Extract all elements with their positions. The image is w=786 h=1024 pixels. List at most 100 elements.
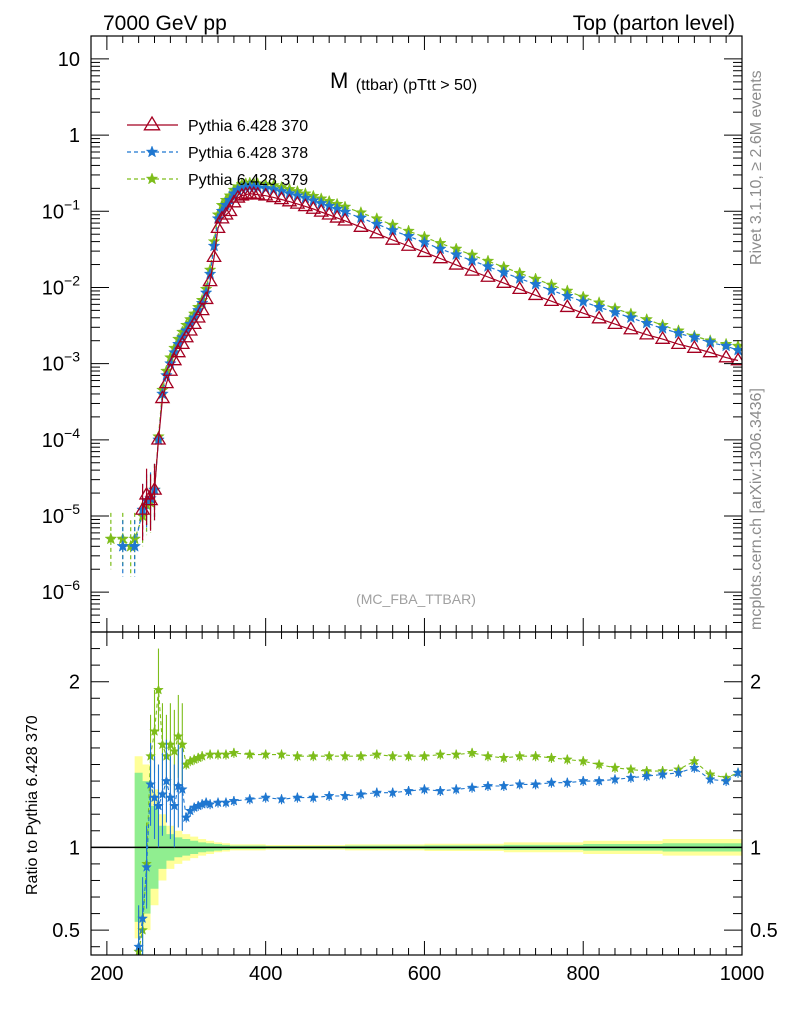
marker-triangle [186,315,202,329]
marker-triangle [210,219,226,234]
x-tick-label: 600 [408,963,441,985]
y-tick-base: 10 [42,277,64,299]
marker-triangle [166,352,183,366]
ratio-marker [323,790,335,801]
marker-star [560,289,574,302]
y-tick-base: 10 [42,201,64,223]
marker-triangle [496,274,512,288]
ratio-marker [196,750,208,761]
ratio-marker [228,795,240,806]
ratio-marker [434,785,446,796]
marker-triangle [432,250,449,264]
marker-star [672,326,685,339]
y-tick-base: 10 [42,430,64,452]
marker-triangle [638,326,655,340]
marker-triangle [226,194,242,208]
marker-star [116,539,130,552]
ratio-ylabel: Ratio to Pythia 6.428 370 [24,715,41,895]
marker-triangle [654,330,671,344]
y-tick-label: 10−5 [42,501,80,528]
ratio-plot-content [91,648,742,955]
legend-marker [145,145,159,158]
ratio-marker [530,750,541,761]
marker-triangle [206,248,222,262]
ratio-marker [450,783,462,794]
ratio-marker [498,780,510,791]
marker-triangle [297,198,314,212]
marker-triangle [150,431,167,445]
y-tick-label: 10−4 [42,425,80,452]
ratio-marker [220,748,232,760]
marker-triangle [178,329,195,343]
ratio-tick-label: 1 [69,837,80,859]
ratio-marker [577,755,589,766]
ratio-marker [482,780,494,791]
legend-marker [143,115,161,131]
mcplots-label: mcplots.cern.ch [arXiv:1306.3436] [748,388,765,630]
marker-triangle [305,200,322,214]
ratio-marker [625,772,637,783]
ratio-tick-label-right: 1 [750,837,761,859]
x-tick-label: 1000 [720,963,765,985]
y-tick-exp: −1 [64,196,80,212]
ratio-marker [514,778,526,789]
marker-triangle [158,375,175,389]
marker-triangle [527,286,544,301]
marker-triangle [154,390,171,404]
marker-star [719,339,733,352]
ratio-marker [339,750,351,761]
x-axis-labels: 200 400 600 800 1000 [90,963,764,985]
rivet-label: Rivet 3.1.10, ≥ 2.6M events [748,70,765,265]
marker-triangle [174,335,191,350]
ratio-marker [244,748,256,760]
ratio-marker [466,781,478,793]
ratio-marker [641,770,653,781]
marker-star [529,277,542,290]
ratio-marker [137,912,149,924]
y-tick-label: 10−3 [42,349,80,376]
legend: Pythia 6.428 370 Pythia 6.428 378 Pythia 6… [127,115,308,189]
marker-triangle [289,195,306,209]
marker-star [592,300,606,313]
ratio-marker [355,788,367,799]
y-tick-exp: −5 [64,501,80,517]
ratio-marker [323,750,335,761]
marker-triangle [281,193,298,207]
ratio-marker [260,791,272,803]
legend-label: Pythia 6.428 378 [188,145,308,162]
marker-triangle [575,304,592,319]
ratio-marker [307,791,319,803]
marker-triangle [249,186,266,200]
ratio-tick-label-right: 0.5 [750,920,778,942]
ratio-marker [688,762,700,773]
ratio-line [138,689,739,952]
ratio-marker [609,773,621,785]
marker-star [640,316,654,329]
marker-triangle [559,298,576,313]
ratio-marker [625,763,637,775]
marker-triangle [162,362,179,376]
y-tick-label: 10−6 [42,577,80,604]
ratio-marker [371,748,383,760]
ratio-marker [419,750,430,761]
ratio-marker [339,790,351,801]
ratio-marker [387,750,399,761]
marker-triangle [337,212,353,226]
plot-title-main: M [330,68,348,93]
legend-marker [145,172,159,185]
marker-triangle [273,191,290,205]
y-tick-base: 10 [42,506,64,528]
header-right: Top (parton level) [573,12,735,35]
ratio-marker [292,791,303,803]
marker-triangle [146,481,163,495]
ratio-panel: 0.5 0.5 1 1 2 2 Ratio to Pythia 6.428 370 [24,631,778,956]
ratio-marker [419,783,430,794]
ratio-marker [307,750,319,761]
ratio-marker [593,758,605,770]
marker-triangle [702,344,719,358]
legend-label: Pythia 6.428 370 [188,118,308,135]
marker-triangle [448,256,464,270]
marker-triangle [400,237,417,251]
x-tick-label: 200 [90,963,123,985]
y-tick-base: 10 [42,582,64,604]
